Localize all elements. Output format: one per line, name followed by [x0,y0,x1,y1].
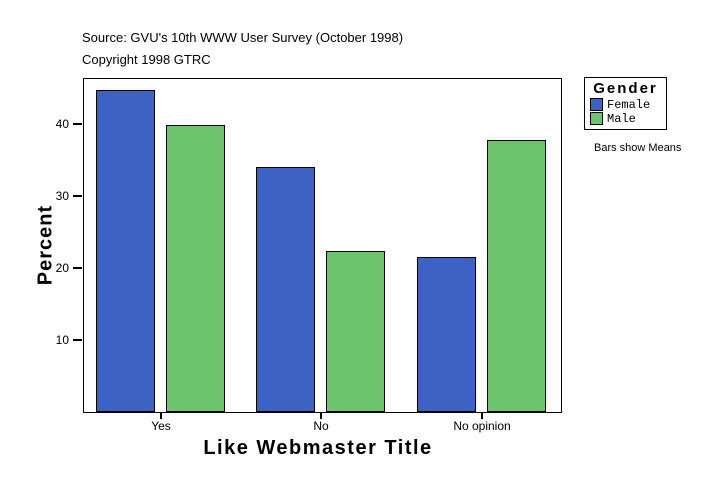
x-tick-mark [160,413,162,419]
bar-female-no [256,167,315,412]
x-tick-mark [481,413,483,419]
y-tick-mark [73,122,82,125]
bar-female-no-opinion [417,257,476,412]
y-tick-label: 20 [55,260,69,275]
legend-item-female: Female [590,97,666,112]
legend-swatch-male [590,112,603,125]
x-axis-title: Like Webmaster Title [203,437,433,459]
legend: Gender Female Male [584,77,667,130]
y-tick-mark [73,194,82,197]
y-tick-label: 40 [55,116,69,131]
legend-title: Gender [593,80,658,97]
y-tick-label: 10 [55,332,69,347]
y-tick-label: 30 [55,188,69,203]
bars-note: Bars show Means [594,142,682,154]
source-text: Source: GVU's 10th WWW User Survey (Octo… [82,30,404,45]
bar-female-yes [96,90,155,412]
legend-item-label: Female [607,97,651,112]
plot-area [83,78,562,413]
bar-male-yes [166,125,225,412]
x-tick-label: Yes [151,419,171,433]
legend-item-male: Male [590,111,666,126]
y-tick-mark [73,338,82,341]
bar-male-no-opinion [487,140,546,412]
x-tick-label: No [313,419,329,433]
x-tick-mark [320,413,322,419]
legend-item-label: Male [607,111,636,126]
legend-swatch-female [590,98,603,111]
x-tick-label: No opinion [453,419,511,433]
bar-male-no [326,251,385,412]
copyright-text: Copyright 1998 GTRC [82,52,211,67]
y-tick-mark [73,266,82,269]
